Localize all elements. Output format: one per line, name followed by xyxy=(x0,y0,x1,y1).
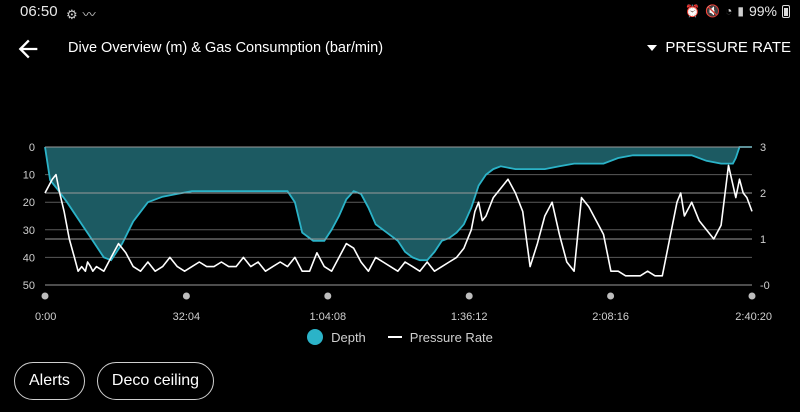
y-left-tick-label: 40 xyxy=(23,252,35,264)
settings-gear-icon: ⚙ xyxy=(66,7,83,22)
x-tick-label: 2:08:16 xyxy=(592,311,629,323)
wifi-icon: ◔ xyxy=(725,4,733,18)
y-left-tick-label: 50 xyxy=(23,280,35,292)
status-left-icons: ⚙〰 xyxy=(66,4,101,23)
chart-legend: Depth Pressure Rate xyxy=(0,329,800,345)
metric-dropdown[interactable]: PRESSURE RATE xyxy=(647,39,791,56)
x-tick-dot xyxy=(41,292,49,300)
legend-depth-label: Depth xyxy=(331,329,366,345)
signal-icon: ▮ xyxy=(737,4,744,18)
status-right: ⏰ 🔇 ◔ ▮ 99% xyxy=(685,3,790,19)
alerts-chip[interactable]: Alerts xyxy=(14,362,85,400)
status-bar: 06:50 ⚙〰 ⏰ 🔇 ◔ ▮ 99% xyxy=(0,0,800,26)
filter-chips: Alerts Deco ceiling xyxy=(14,362,215,400)
y-left-tick-label: 20 xyxy=(23,197,35,209)
y-right-tick-label: -0 xyxy=(760,280,770,292)
y-right-tick-label: 1 xyxy=(760,234,766,246)
deco-ceiling-chip[interactable]: Deco ceiling xyxy=(96,362,215,400)
back-arrow-icon[interactable] xyxy=(14,35,42,63)
battery-icon xyxy=(782,4,790,18)
battery-percent: 99% xyxy=(748,3,777,19)
x-tick-dot xyxy=(324,292,332,300)
x-tick-dot xyxy=(465,292,473,300)
x-tick-label: 2:40:20 xyxy=(735,311,772,323)
y-left-tick-label: 0 xyxy=(29,142,35,154)
app-bar: Dive Overview (m) & Gas Consumption (bar… xyxy=(0,30,800,70)
y-left-tick-label: 30 xyxy=(23,225,35,237)
dive-chart: 0 10 20 30 40 50 3 2 1 -0 0:00 32:04 1:04:08 1:36:12 2… xyxy=(0,138,800,328)
chart-svg: 0 10 20 30 40 50 3 2 1 -0 0:00 32:04 1:04:08 1:36:12 2… xyxy=(23,142,772,323)
y-left-tick-label: 10 xyxy=(23,170,35,182)
legend-pressure-label: Pressure Rate xyxy=(409,329,493,345)
status-time: 06:50 xyxy=(20,3,58,20)
depth-swatch xyxy=(307,329,324,345)
x-tick-dot xyxy=(748,292,756,300)
y-right-tick-label: 2 xyxy=(760,188,766,200)
mute-icon: 🔇 xyxy=(705,4,721,18)
depth-line xyxy=(44,146,752,262)
pressure-line xyxy=(44,164,753,277)
x-tick-label: 1:04:08 xyxy=(309,311,346,323)
x-tick-dot xyxy=(182,292,190,300)
activity-icon: 〰 xyxy=(82,7,101,22)
depth-area xyxy=(45,147,752,261)
caret-down-icon xyxy=(647,44,658,51)
page-title: Dive Overview (m) & Gas Consumption (bar… xyxy=(68,40,384,56)
pressure-swatch xyxy=(387,336,402,338)
legend-pressure[interactable]: Pressure Rate xyxy=(387,329,493,345)
x-tick-label: 1:36:12 xyxy=(451,311,488,323)
x-tick-dot xyxy=(607,292,615,300)
dropdown-label: PRESSURE RATE xyxy=(665,39,791,56)
legend-depth[interactable]: Depth xyxy=(307,329,366,345)
y-right-tick-label: 3 xyxy=(760,142,766,154)
alarm-icon: ⏰ xyxy=(685,4,701,18)
x-tick-label: 0:00 xyxy=(35,311,56,323)
x-tick-label: 32:04 xyxy=(173,311,201,323)
